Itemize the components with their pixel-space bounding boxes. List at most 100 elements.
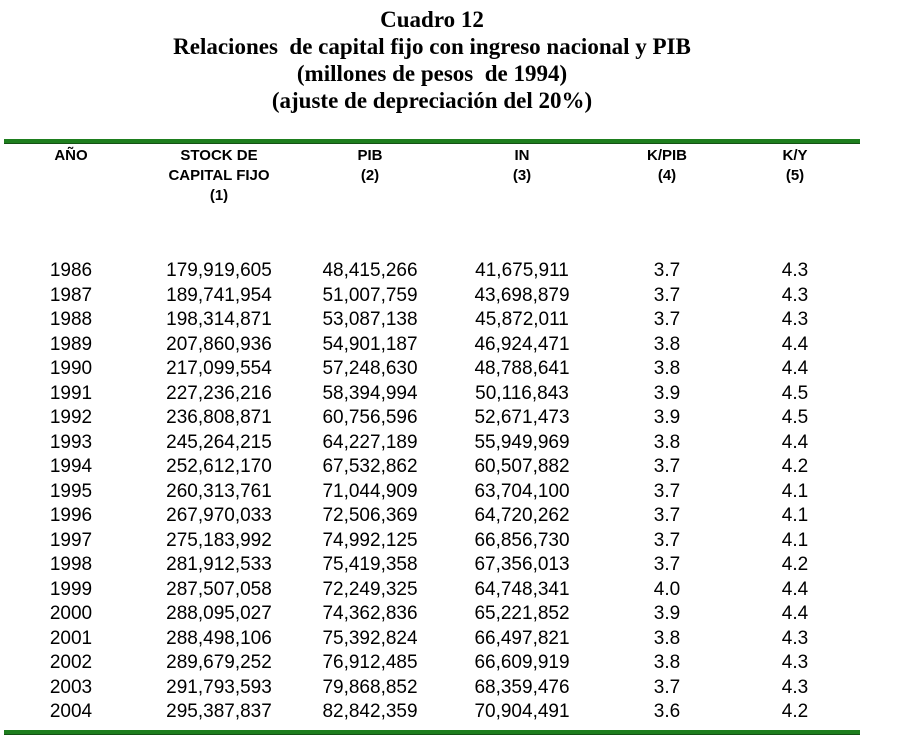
- cell-in: 63,704,100: [474, 480, 570, 502]
- column-header-line: K/PIB: [646, 147, 687, 164]
- cell-k-y: 4.5: [781, 407, 809, 428]
- cell-ano: 1994: [49, 456, 93, 477]
- column-header-line: CAPITAL FIJO: [168, 167, 270, 184]
- column-header-stock-capital-fijo: STOCK DE CAPITAL FIJO (1): [138, 144, 300, 206]
- cell-pib: 48,415,266: [322, 260, 418, 281]
- capital-ratios-table: AÑO STOCK DE CAPITAL FIJO (1) PIB (2) IN (3) K/P…: [4, 144, 860, 725]
- bottom-rule: [4, 729, 860, 735]
- cell-stock-capital-fijo: 179,919,605: [166, 260, 272, 281]
- cell-stock-capital-fijo: 236,808,871: [166, 407, 272, 428]
- column-header-line: (1): [209, 187, 229, 204]
- cell-k-pib: 3.7: [653, 676, 681, 698]
- cell-pib: 53,087,138: [322, 309, 418, 330]
- cell-stock-capital-fijo: 288,498,106: [166, 627, 272, 649]
- column-header-line: STOCK DE: [180, 147, 258, 164]
- cell-stock-capital-fijo: 217,099,554: [166, 358, 272, 379]
- table-adjust-note: (ajuste de depreciación del 20%): [271, 88, 593, 113]
- cell-k-y: 4.3: [781, 676, 809, 698]
- column-header-in: IN (3): [440, 144, 604, 206]
- cell-pib: 74,362,836: [322, 603, 418, 624]
- cell-k-y: 4.3: [781, 652, 809, 673]
- cell-pib: 74,992,125: [322, 529, 418, 551]
- cell-ano: 1991: [49, 382, 93, 404]
- cell-in: 66,856,730: [474, 529, 570, 551]
- cell-pib: 54,901,187: [322, 333, 418, 355]
- table-row-1990: 1990 217,099,554 57,248,630 48,788,641 3.8 4.…: [4, 357, 860, 382]
- cell-pib: 72,506,369: [322, 505, 418, 526]
- cell-pib: 67,532,862: [322, 456, 418, 477]
- cell-pib: 75,419,358: [322, 554, 418, 575]
- column-header-k-pib: K/PIB (4): [604, 144, 730, 206]
- cell-k-y: 4.1: [781, 480, 809, 502]
- table-row-1993: 1993 245,264,215 64,227,189 55,949,969 3.8 4.…: [4, 431, 860, 456]
- cell-stock-capital-fijo: 281,912,533: [166, 554, 272, 575]
- column-header-line: K/Y: [782, 147, 808, 164]
- cell-stock-capital-fijo: 198,314,871: [166, 309, 272, 330]
- cell-pib: 64,227,189: [322, 431, 418, 453]
- column-header-pib: PIB (2): [300, 144, 440, 206]
- cell-ano: 1992: [49, 407, 93, 428]
- cell-in: 64,748,341: [474, 578, 570, 600]
- cell-k-pib: 3.7: [653, 529, 681, 551]
- table-row-1995: 1995 260,313,761 71,044,909 63,704,100 3.7 4.…: [4, 480, 860, 505]
- cell-stock-capital-fijo: 260,313,761: [166, 480, 272, 502]
- cell-k-y: 4.3: [781, 309, 809, 330]
- table-row-1987: 1987 189,741,954 51,007,759 43,698,879 3.7 4.…: [4, 284, 860, 309]
- cell-k-pib: 3.7: [653, 480, 681, 502]
- cell-pib: 51,007,759: [322, 284, 418, 306]
- table-caption: Relaciones de capital fijo con ingreso n…: [173, 34, 691, 59]
- cell-k-pib: 3.8: [653, 652, 681, 673]
- table-row-1992: 1992 236,808,871 60,756,596 52,671,473 3.9 4.…: [4, 406, 860, 431]
- column-header-line: (2): [360, 167, 380, 184]
- cell-ano: 1990: [49, 358, 93, 379]
- table-row-2001: 2001 288,498,106 75,392,824 66,497,821 3.8 4.…: [4, 627, 860, 652]
- cell-k-pib: 3.7: [653, 456, 681, 477]
- cell-k-pib: 3.9: [653, 603, 681, 624]
- cell-stock-capital-fijo: 252,612,170: [166, 456, 272, 477]
- cell-k-y: 4.4: [781, 603, 809, 624]
- cell-stock-capital-fijo: 267,970,033: [166, 505, 272, 526]
- cell-k-y: 4.4: [781, 333, 809, 355]
- cell-in: 67,356,013: [474, 554, 570, 575]
- table-units-note: (millones de pesos de 1994): [296, 61, 568, 86]
- cell-stock-capital-fijo: 289,679,252: [166, 652, 272, 673]
- cell-pib: 76,912,485: [322, 652, 418, 673]
- cell-k-y: 4.4: [781, 431, 809, 453]
- cell-ano: 1987: [49, 284, 93, 306]
- cell-pib: 82,842,359: [322, 701, 418, 722]
- cell-in: 68,359,476: [474, 676, 570, 698]
- cell-pib: 71,044,909: [322, 480, 418, 502]
- cell-k-y: 4.3: [781, 260, 809, 281]
- cell-pib: 57,248,630: [322, 358, 418, 379]
- table-row-1994: 1994 252,612,170 67,532,862 60,507,882 3.7 4.…: [4, 455, 860, 480]
- table-block: Cuadro 12 Relaciones de capital fijo con…: [4, 0, 860, 735]
- cell-pib: 60,756,596: [322, 407, 418, 428]
- table-header-row: AÑO STOCK DE CAPITAL FIJO (1) PIB (2) IN (3) K/P…: [4, 144, 860, 206]
- table-row-2004: 2004 295,387,837 82,842,359 70,904,491 3.6 4.…: [4, 700, 860, 725]
- cell-stock-capital-fijo: 291,793,593: [166, 676, 272, 698]
- cell-in: 64,720,262: [474, 505, 570, 526]
- cell-pib: 75,392,824: [322, 627, 418, 649]
- table-row-1996: 1996 267,970,033 72,506,369 64,720,262 3.7 4.…: [4, 504, 860, 529]
- cell-k-y: 4.2: [781, 701, 809, 722]
- header-body-gap: [4, 206, 860, 259]
- cell-k-y: 4.5: [781, 382, 809, 404]
- table-title-block: Cuadro 12 Relaciones de capital fijo con…: [4, 0, 860, 114]
- column-header-line: IN: [514, 147, 530, 164]
- cell-ano: 1997: [49, 529, 93, 551]
- cell-ano: 1989: [49, 333, 93, 355]
- cell-ano: 1996: [49, 505, 93, 526]
- table-row-1997: 1997 275,183,992 74,992,125 66,856,730 3.7 4.…: [4, 529, 860, 554]
- cell-in: 66,609,919: [474, 652, 570, 673]
- table-row-1986: 1986 179,919,605 48,415,266 41,675,911 3.7 4.…: [4, 259, 860, 284]
- cell-k-y: 4.2: [781, 554, 809, 575]
- table-row-1999: 1999 287,507,058 72,249,325 64,748,341 4.0 4.…: [4, 578, 860, 603]
- cell-in: 48,788,641: [474, 358, 570, 379]
- cell-ano: 2004: [49, 701, 93, 722]
- cell-k-y: 4.1: [781, 505, 809, 526]
- cell-k-pib: 3.7: [653, 505, 681, 526]
- cell-k-pib: 3.7: [653, 554, 681, 575]
- cell-k-pib: 3.9: [653, 382, 681, 404]
- cell-in: 43,698,879: [474, 284, 570, 306]
